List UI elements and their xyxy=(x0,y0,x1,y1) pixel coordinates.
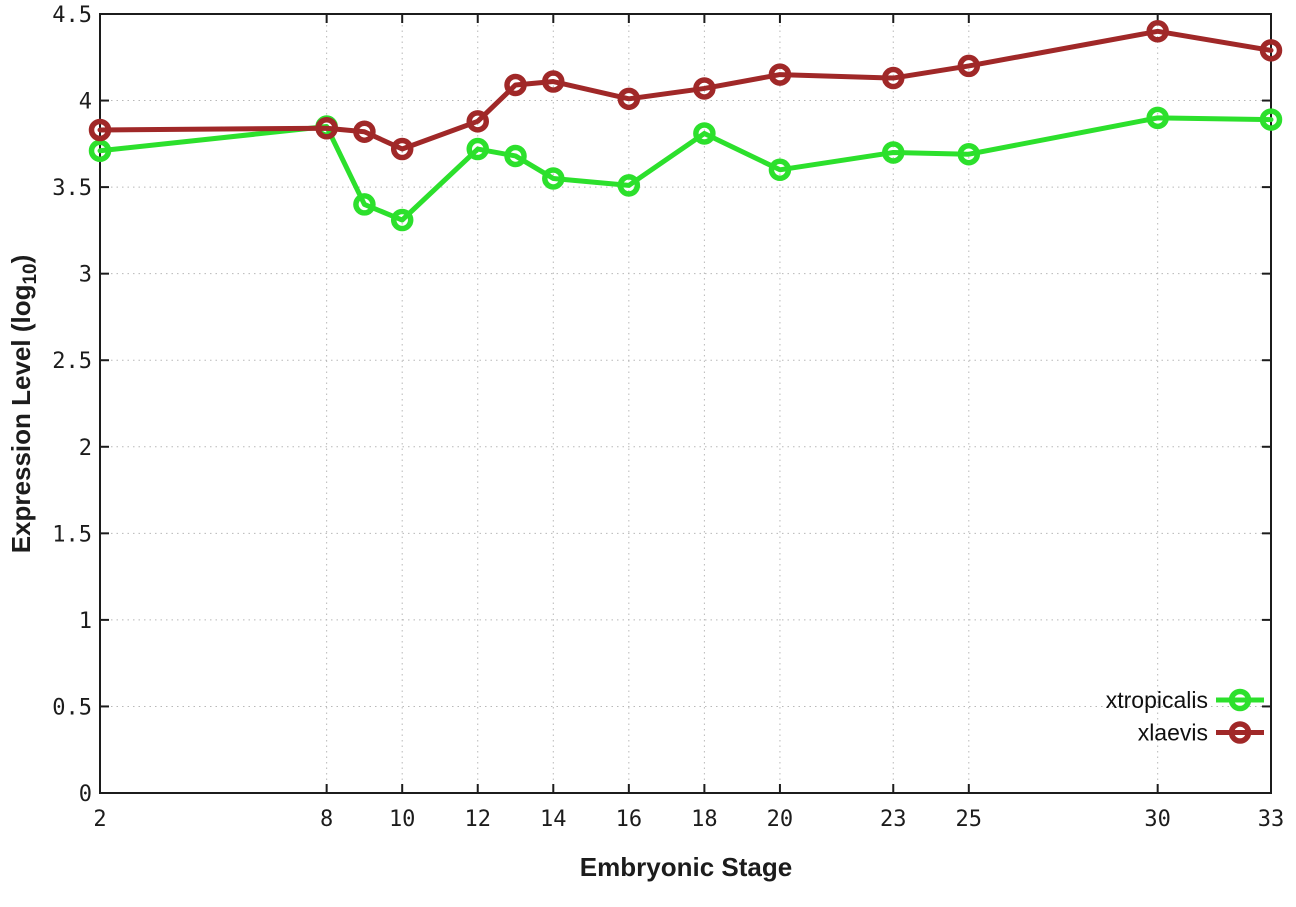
series-xtropicalis-line xyxy=(97,115,1274,223)
marker-xtropicalis-16 xyxy=(617,174,641,197)
marker-xtropicalis-20 xyxy=(768,158,792,182)
series-xlaevis xyxy=(88,20,1283,161)
y-tick-label-4: 4 xyxy=(79,90,92,115)
y-tick-label-3: 3 xyxy=(79,263,92,288)
plot-border xyxy=(99,13,1272,794)
y-tick-label-4.5: 4.5 xyxy=(52,3,92,28)
y-tick-label-0: 0 xyxy=(79,782,92,807)
tick-marks xyxy=(99,13,1272,794)
marker-xlaevis-16 xyxy=(617,87,641,111)
x-tick-label-23: 23 xyxy=(880,807,907,832)
marker-xlaevis-30 xyxy=(1146,20,1169,43)
x-tick-label-20: 20 xyxy=(767,807,794,832)
marker-xtropicalis-2 xyxy=(88,139,112,163)
x-tick-label-18: 18 xyxy=(691,807,718,832)
legend-entry-xtropicalis: xtropicalis xyxy=(1106,687,1264,713)
marker-xlaevis-23 xyxy=(882,66,905,90)
y-tick-label-1: 1 xyxy=(79,609,92,634)
x-tick-label-33: 33 xyxy=(1258,807,1285,832)
marker-xlaevis-13 xyxy=(504,73,527,97)
legend-marker-xtropicalis xyxy=(1228,688,1252,712)
x-tick-label-16: 16 xyxy=(616,807,643,832)
marker-xtropicalis-25 xyxy=(957,142,981,166)
marker-xlaevis-14 xyxy=(542,70,565,93)
marker-xlaevis-2 xyxy=(88,118,112,142)
x-axis-title: Embryonic Stage xyxy=(580,852,792,882)
marker-xlaevis-8 xyxy=(315,117,338,140)
legend-label-xlaevis: xlaevis xyxy=(1138,720,1208,746)
marker-xlaevis-18 xyxy=(693,77,716,100)
marker-xlaevis-33 xyxy=(1259,39,1283,62)
x-tick-label-2: 2 xyxy=(93,807,106,832)
marker-xtropicalis-18 xyxy=(693,122,716,145)
marker-xtropicalis-23 xyxy=(882,141,905,164)
x-tick-label-8: 8 xyxy=(320,807,333,832)
legend-label-xtropicalis: xtropicalis xyxy=(1106,687,1208,713)
x-tick-label-25: 25 xyxy=(956,807,983,832)
y-tick-label-3.5: 3.5 xyxy=(52,176,92,201)
x-tick-label-30: 30 xyxy=(1144,807,1171,832)
y-axis-title: Expression Level (log10) xyxy=(6,255,41,554)
marker-xlaevis-12 xyxy=(466,110,489,133)
series-xtropicalis xyxy=(88,106,1283,232)
gridlines xyxy=(100,14,1271,793)
marker-xtropicalis-13 xyxy=(504,144,527,168)
marker-xtropicalis-33 xyxy=(1259,108,1283,131)
marker-xtropicalis-10 xyxy=(390,208,414,232)
legend: xtropicalis xlaevis xyxy=(1106,687,1264,746)
marker-xlaevis-20 xyxy=(768,63,792,86)
y-tick-label-1.5: 1.5 xyxy=(52,522,92,547)
marker-xlaevis-25 xyxy=(957,54,981,78)
y-tick-label-2.5: 2.5 xyxy=(52,349,92,374)
marker-xlaevis-9 xyxy=(353,120,376,143)
chart-generated-layer: 2 8 10 12 14 16 18 20 23 25 30 33 0 0.5 1 1.5 2 2.5 3 3.5 4 4… xyxy=(52,3,1284,832)
y-tick-label-0.5: 0.5 xyxy=(52,695,92,720)
legend-entry-xlaevis: xlaevis xyxy=(1138,720,1264,746)
x-tick-label-12: 12 xyxy=(464,807,491,832)
marker-xtropicalis-9 xyxy=(353,193,376,216)
marker-xlaevis-10 xyxy=(390,137,414,161)
x-tick-label-10: 10 xyxy=(389,807,416,832)
tick-labels: 2 8 10 12 14 16 18 20 23 25 30 33 0 0.5 1 1.5 2 2.5 3 3.5 4 4… xyxy=(52,3,1284,832)
marker-xtropicalis-12 xyxy=(466,137,489,161)
marker-xtropicalis-30 xyxy=(1146,106,1169,130)
legend-marker-xlaevis xyxy=(1228,721,1252,744)
x-tick-label-14: 14 xyxy=(540,807,567,832)
marker-xtropicalis-14 xyxy=(542,167,565,190)
y-tick-label-2: 2 xyxy=(79,436,92,461)
